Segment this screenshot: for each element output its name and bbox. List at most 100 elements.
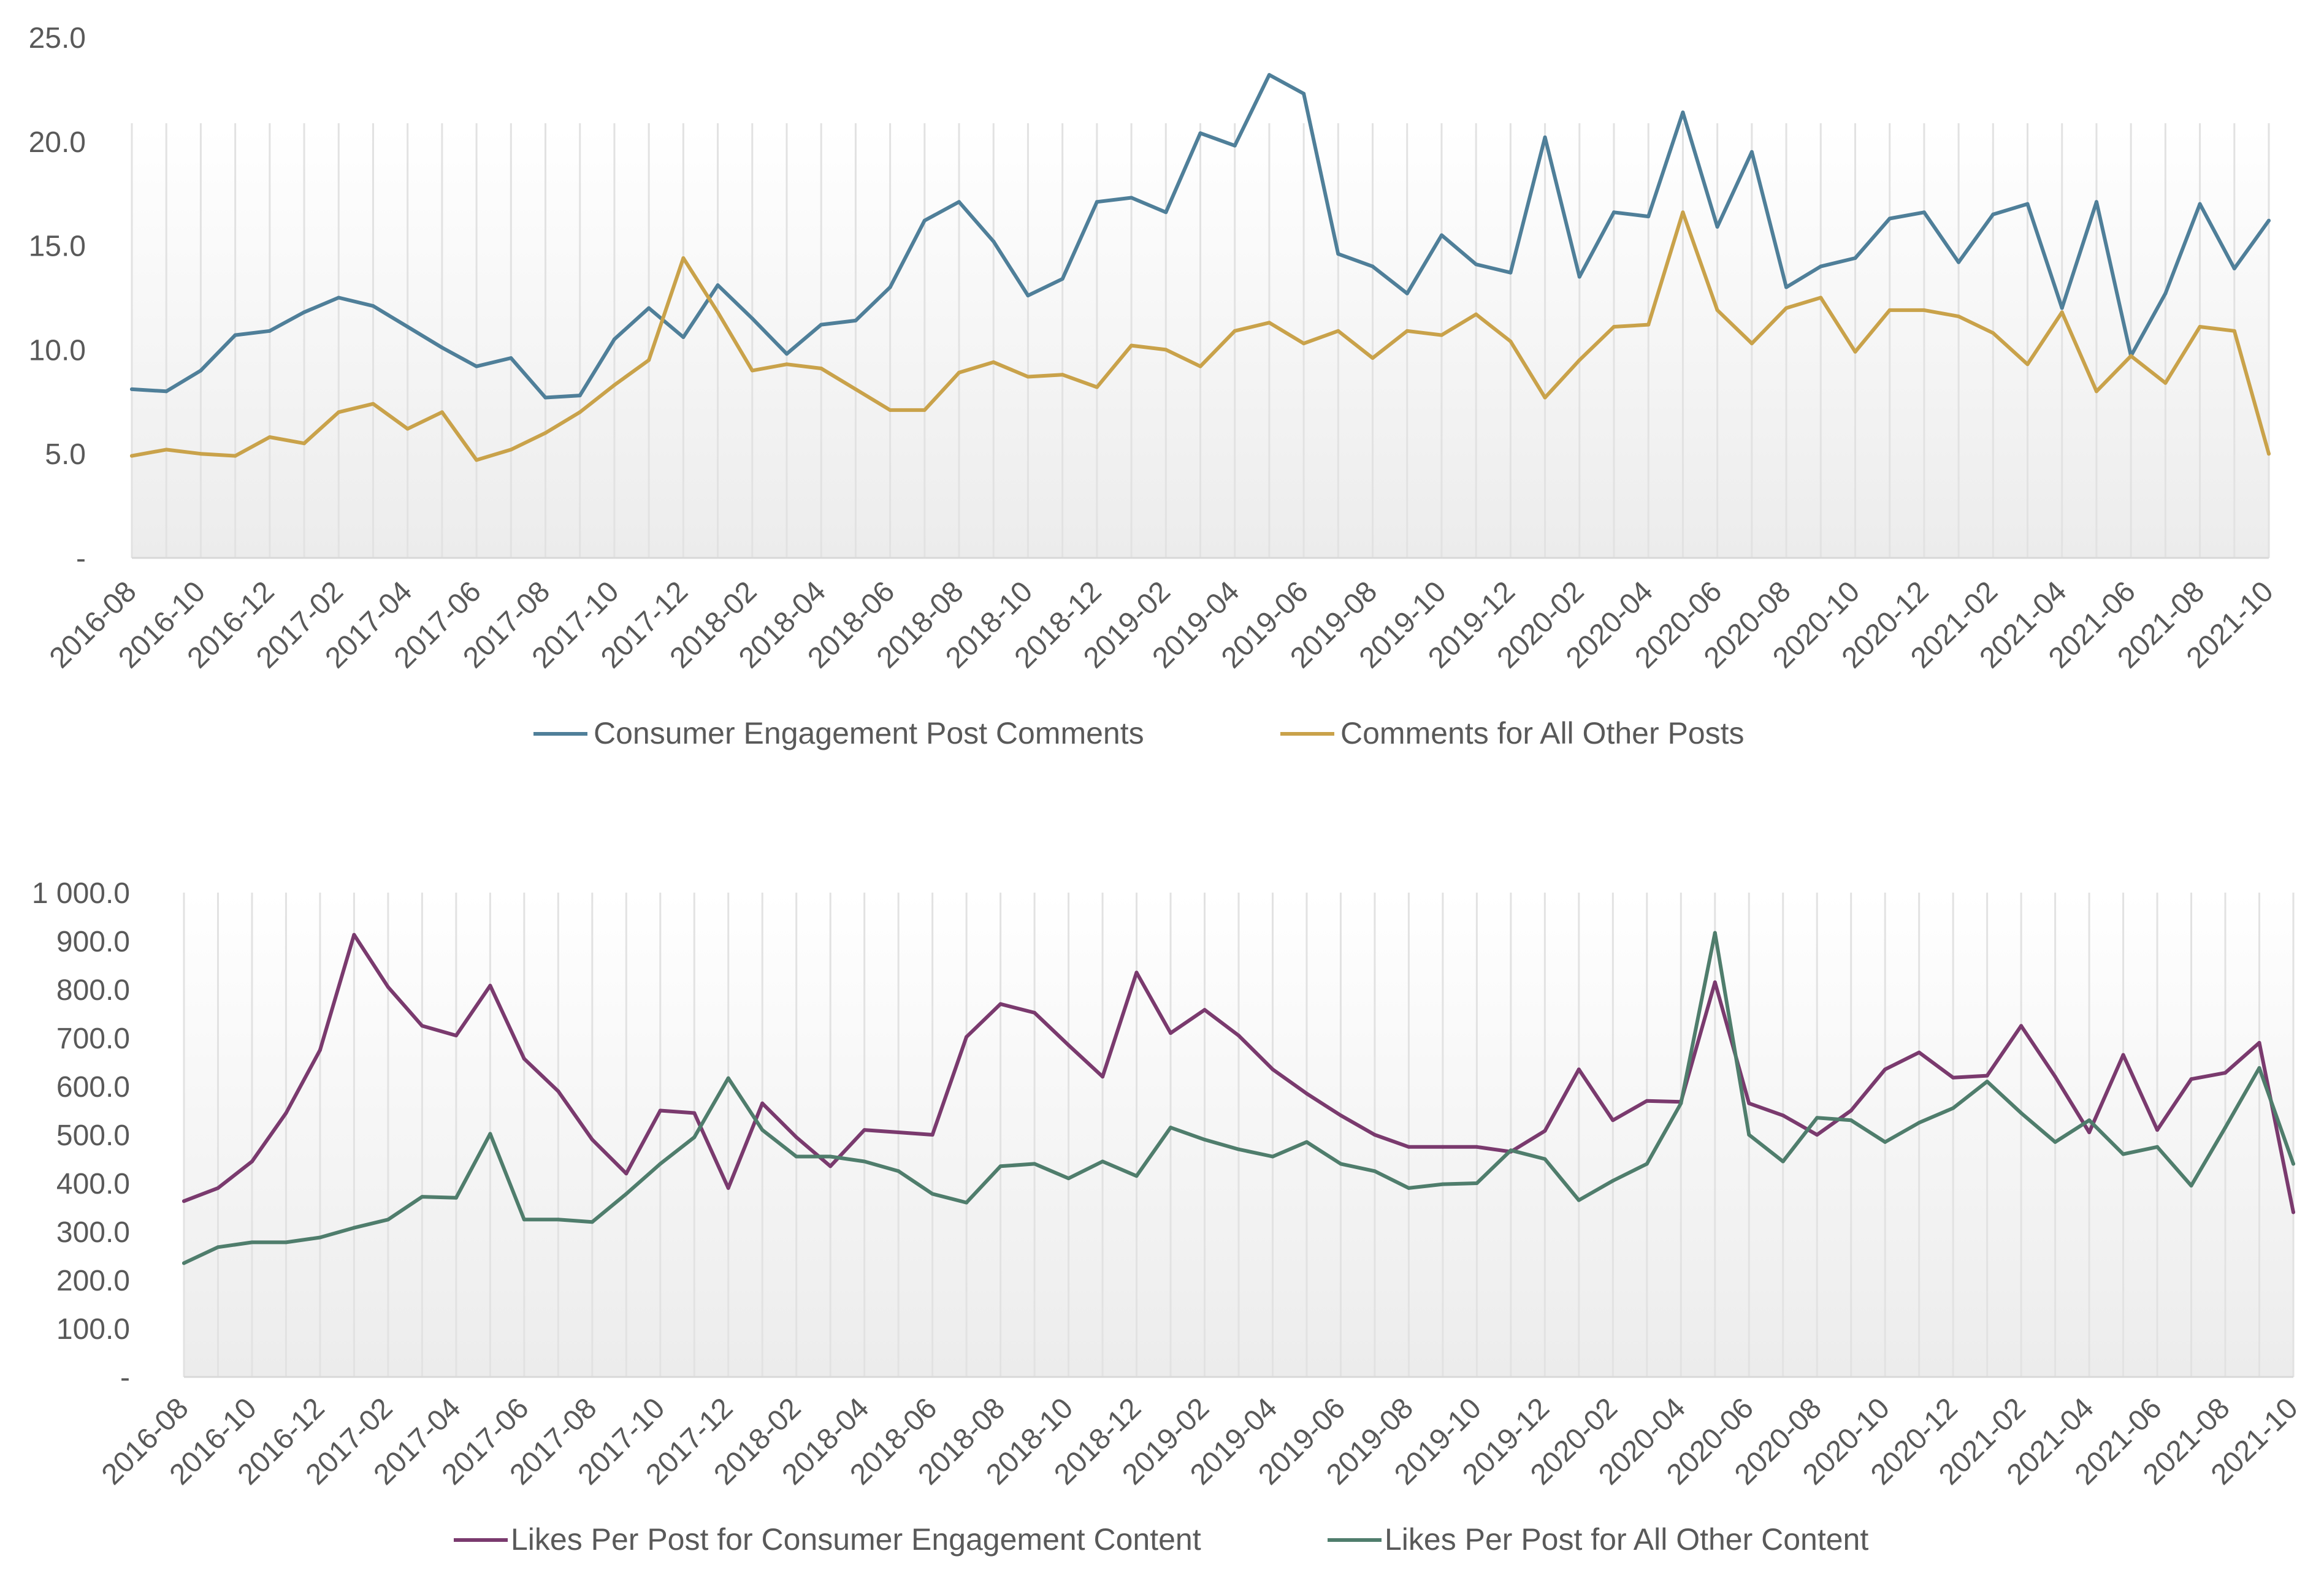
data-point bbox=[267, 329, 272, 333]
data-point bbox=[819, 366, 824, 370]
data-point bbox=[1237, 1034, 1240, 1038]
legend-item: Likes Per Post for Consumer Engagement C… bbox=[454, 1522, 1201, 1557]
data-point bbox=[726, 1076, 730, 1080]
legend-label: Comments for All Other Posts bbox=[1340, 716, 1745, 750]
series-2 bbox=[182, 931, 2295, 1265]
data-point bbox=[2019, 1111, 2024, 1115]
data-point bbox=[1130, 343, 1134, 348]
data-point bbox=[1164, 348, 1168, 352]
series-1 bbox=[130, 73, 2271, 400]
data-point bbox=[1095, 385, 1099, 389]
data-point bbox=[1066, 1176, 1071, 1181]
data-point bbox=[1781, 1113, 1785, 1118]
data-point bbox=[556, 1218, 560, 1222]
data-point bbox=[216, 1245, 220, 1249]
data-point bbox=[2019, 1024, 2024, 1028]
y-tick-label: 5.0 bbox=[45, 438, 86, 471]
data-point bbox=[233, 454, 237, 458]
data-point bbox=[337, 410, 341, 414]
data-point bbox=[1060, 276, 1065, 281]
chart-1: -5.010.015.020.025.02016-082016-102016-1… bbox=[29, 22, 2280, 750]
data-point bbox=[509, 356, 513, 360]
data-point bbox=[267, 435, 272, 440]
data-point bbox=[2087, 1130, 2092, 1135]
data-point bbox=[1271, 1154, 1275, 1159]
data-point bbox=[1233, 329, 1237, 333]
data-point bbox=[794, 1154, 798, 1159]
data-point bbox=[543, 395, 548, 400]
data-point bbox=[854, 318, 858, 322]
data-point bbox=[1060, 373, 1065, 377]
data-point bbox=[1819, 295, 1823, 300]
data-point bbox=[216, 1186, 220, 1190]
y-tick-label: 15.0 bbox=[29, 231, 86, 263]
data-point bbox=[1233, 143, 1237, 148]
data-point bbox=[318, 1235, 322, 1240]
data-point bbox=[2121, 1053, 2125, 1057]
data-point bbox=[1026, 375, 1030, 379]
data-point bbox=[647, 358, 651, 362]
data-point bbox=[2267, 452, 2271, 456]
data-point bbox=[2060, 310, 2064, 315]
data-point bbox=[828, 1154, 833, 1159]
data-point bbox=[2053, 1140, 2057, 1144]
data-point bbox=[1339, 1162, 1343, 1166]
data-point bbox=[681, 256, 686, 260]
data-point bbox=[1440, 1182, 1445, 1186]
data-point bbox=[2094, 389, 2098, 394]
data-point bbox=[750, 316, 754, 321]
data-point bbox=[2198, 325, 2202, 329]
data-point bbox=[405, 427, 410, 431]
data-point bbox=[896, 1130, 901, 1135]
data-point bbox=[1749, 341, 1754, 346]
data-point bbox=[1405, 329, 1409, 333]
data-point bbox=[1991, 331, 1995, 335]
data-point bbox=[2163, 381, 2168, 385]
legend-item: Consumer Engagement Post Comments bbox=[533, 716, 1144, 750]
data-point bbox=[1922, 210, 1926, 215]
data-point bbox=[371, 402, 375, 406]
data-point bbox=[1202, 1008, 1207, 1012]
data-point bbox=[164, 389, 169, 394]
y-tick-label: - bbox=[76, 543, 86, 575]
data-point bbox=[1849, 1118, 1853, 1123]
y-tick-label: 20.0 bbox=[29, 126, 86, 159]
data-point bbox=[1815, 1133, 1819, 1137]
data-point bbox=[352, 1226, 356, 1230]
y-tick-label: - bbox=[120, 1362, 130, 1394]
data-point bbox=[1543, 395, 1547, 400]
data-point bbox=[1405, 291, 1409, 295]
y-tick-label: 300.0 bbox=[56, 1216, 130, 1249]
data-point bbox=[1304, 1140, 1309, 1144]
data-point bbox=[624, 1172, 629, 1176]
data-point bbox=[522, 1218, 526, 1222]
data-point bbox=[819, 322, 824, 327]
data-point bbox=[405, 325, 410, 329]
data-point bbox=[440, 346, 444, 350]
data-point bbox=[998, 1002, 1003, 1006]
data-point bbox=[1577, 358, 1581, 362]
data-point bbox=[726, 1186, 730, 1190]
data-point bbox=[1033, 1010, 1037, 1015]
data-point bbox=[1985, 1080, 1989, 1084]
data-point bbox=[1475, 1145, 1479, 1149]
series-2 bbox=[130, 210, 2271, 462]
data-point bbox=[930, 1192, 935, 1196]
data-point bbox=[1026, 294, 1030, 298]
data-point bbox=[164, 448, 169, 452]
data-point bbox=[1095, 200, 1099, 204]
data-point bbox=[957, 200, 961, 204]
data-point bbox=[522, 1056, 526, 1061]
data-point bbox=[2223, 1070, 2228, 1075]
chart-2: - 100.0 200.0 300.0 400.0 500.0 600.0 700.0 800.… bbox=[32, 877, 2304, 1557]
data-point bbox=[2257, 1040, 2261, 1045]
data-point bbox=[509, 448, 513, 452]
data-point bbox=[965, 1200, 969, 1205]
data-point bbox=[1883, 1067, 1887, 1072]
data-point bbox=[922, 218, 927, 223]
data-point bbox=[965, 1035, 969, 1039]
data-point bbox=[2053, 1075, 2057, 1079]
data-point bbox=[760, 1101, 765, 1105]
